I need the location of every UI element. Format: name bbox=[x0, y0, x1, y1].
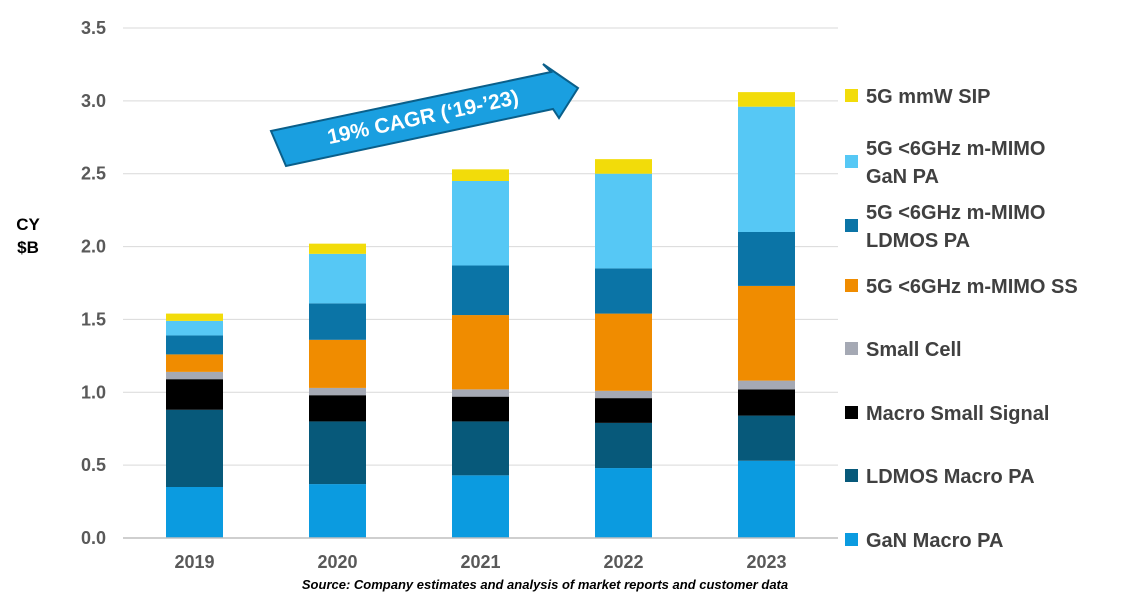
bar-2019-5g-6ghz-m-mimo-gan-pa bbox=[166, 320, 223, 336]
bar-2019-small-cell bbox=[166, 371, 223, 380]
y-tick-label: 3.0 bbox=[81, 91, 106, 111]
bars bbox=[166, 92, 795, 538]
y-tick-label: 2.5 bbox=[81, 164, 106, 184]
legend-swatch bbox=[845, 469, 858, 482]
y-axis-label: CY $B bbox=[16, 215, 40, 257]
legend-swatch bbox=[845, 219, 858, 232]
legend: GaN Macro PA LDMOS Macro PA Macro Small Si… bbox=[845, 86, 1078, 552]
legend-label: 5G <6GHz m-MIMO bbox=[866, 202, 1045, 224]
bar-2019-ldmos-macro-pa bbox=[166, 409, 223, 487]
bar-2020-small-cell bbox=[309, 387, 366, 396]
bar-2021-5g-mmw-sip bbox=[452, 169, 509, 181]
bar-2022-5g-6ghz-m-mimo-ldmos-pa bbox=[595, 268, 652, 314]
y-tick-label: 3.5 bbox=[81, 18, 106, 38]
bar-2022-small-cell bbox=[595, 390, 652, 399]
y-axis-ticks: 0.0 0.5 1.0 1.5 2.0 2.5 3.0 3.5 bbox=[81, 18, 106, 548]
bar-2020-5g-6ghz-m-mimo-ldmos-pa bbox=[309, 303, 366, 340]
cagr-annotation: 19% CAGR (‘19-’23) bbox=[269, 63, 580, 168]
y-tick-label: 0.0 bbox=[81, 528, 106, 548]
bar-2022-5g-mmw-sip bbox=[595, 159, 652, 174]
bar-2021-5g-6ghz-m-mimo-ldmos-pa bbox=[452, 265, 509, 316]
bar-2023-5g-6ghz-m-mimo-ldmos-pa bbox=[738, 232, 795, 286]
y-axis-label-line: $B bbox=[17, 238, 39, 257]
cagr-arrow bbox=[269, 63, 580, 168]
legend-label: LDMOS PA bbox=[866, 230, 970, 252]
bar-2020-5g-mmw-sip bbox=[309, 243, 366, 254]
bar-2022-macro-small-signal bbox=[595, 398, 652, 423]
x-tick-label: 2021 bbox=[460, 552, 500, 572]
bar-2019-gan-macro-pa bbox=[166, 487, 223, 538]
bar-2022-gan-macro-pa bbox=[595, 468, 652, 538]
y-tick-label: 2.0 bbox=[81, 237, 106, 257]
bar-2019-macro-small-signal bbox=[166, 379, 223, 410]
legend-swatch bbox=[845, 406, 858, 419]
bar-2023-gan-macro-pa bbox=[738, 460, 795, 538]
x-axis-labels: 2019 2020 2021 2022 2023 bbox=[174, 552, 786, 572]
legend-swatch bbox=[845, 89, 858, 102]
bar-2020-macro-small-signal bbox=[309, 395, 366, 422]
legend-swatch bbox=[845, 533, 858, 546]
bar-2022-5g-6ghz-m-mimo-gan-pa bbox=[595, 173, 652, 269]
y-tick-label: 0.5 bbox=[81, 455, 106, 475]
x-tick-label: 2022 bbox=[603, 552, 643, 572]
bar-2023-5g-6ghz-m-mimo-ss bbox=[738, 285, 795, 381]
bar-2023-small-cell bbox=[738, 380, 795, 390]
legend-label: Macro Small Signal bbox=[866, 403, 1049, 425]
bar-2020-5g-6ghz-m-mimo-gan-pa bbox=[309, 253, 366, 304]
legend-swatch bbox=[845, 279, 858, 292]
bar-2022-5g-6ghz-m-mimo-ss bbox=[595, 313, 652, 391]
legend-label: GaN Macro PA bbox=[866, 530, 1003, 552]
bar-2021-gan-macro-pa bbox=[452, 475, 509, 538]
legend-label: 5G <6GHz m-MIMO bbox=[866, 138, 1045, 160]
bar-2019-5g-6ghz-m-mimo-ldmos-pa bbox=[166, 335, 223, 355]
bar-2020-5g-6ghz-m-mimo-ss bbox=[309, 339, 366, 388]
legend-swatch bbox=[845, 342, 858, 355]
legend-label: 5G <6GHz m-MIMO SS bbox=[866, 276, 1078, 298]
legend-label: GaN PA bbox=[866, 166, 939, 188]
bar-2019-5g-6ghz-m-mimo-ss bbox=[166, 354, 223, 372]
bar-2020-ldmos-macro-pa bbox=[309, 421, 366, 485]
bar-2021-5g-6ghz-m-mimo-gan-pa bbox=[452, 181, 509, 266]
bar-2023-5g-6ghz-m-mimo-gan-pa bbox=[738, 106, 795, 232]
bar-2023-ldmos-macro-pa bbox=[738, 415, 795, 461]
x-tick-label: 2020 bbox=[317, 552, 357, 572]
bar-2021-macro-small-signal bbox=[452, 396, 509, 422]
bar-2021-ldmos-macro-pa bbox=[452, 421, 509, 476]
bar-2020-gan-macro-pa bbox=[309, 484, 366, 538]
legend-swatch bbox=[845, 155, 858, 168]
bar-2021-5g-6ghz-m-mimo-ss bbox=[452, 315, 509, 390]
bar-2019-5g-mmw-sip bbox=[166, 313, 223, 321]
bar-2021-small-cell bbox=[452, 389, 509, 397]
bar-2023-5g-mmw-sip bbox=[738, 92, 795, 107]
legend-label: LDMOS Macro PA bbox=[866, 466, 1035, 488]
x-tick-label: 2019 bbox=[174, 552, 214, 572]
legend-label: Small Cell bbox=[866, 339, 962, 361]
bar-2022-ldmos-macro-pa bbox=[595, 422, 652, 469]
source-note: Source: Company estimates and analysis o… bbox=[302, 577, 788, 592]
y-tick-label: 1.5 bbox=[81, 309, 106, 329]
legend-label: 5G mmW SIP bbox=[866, 86, 990, 108]
y-tick-label: 1.0 bbox=[81, 382, 106, 402]
bar-2023-macro-small-signal bbox=[738, 389, 795, 416]
x-tick-label: 2023 bbox=[746, 552, 786, 572]
y-axis-label-line: CY bbox=[16, 215, 40, 234]
